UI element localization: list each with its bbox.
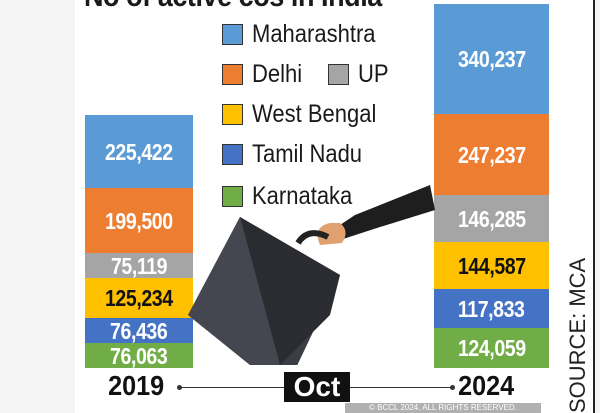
data-label: 199,500 xyxy=(105,207,173,234)
briefcase-illustration xyxy=(188,185,435,365)
chart-title: No of active cos in India xyxy=(84,0,382,14)
category-label-2024: 2024 xyxy=(458,370,515,401)
bar-segment-karnataka-2024: 124,059 xyxy=(434,327,549,368)
border-line xyxy=(593,0,595,413)
legend-swatch xyxy=(222,144,243,165)
bar-segment-karnataka-2019: 76,063 xyxy=(85,343,193,368)
data-label: 76,063 xyxy=(110,343,168,368)
legend-swatch xyxy=(222,104,243,125)
legend-up: UP xyxy=(328,60,393,89)
legend-karnataka: Karnataka xyxy=(222,182,366,211)
source-label: SOURCE: MCA xyxy=(565,257,590,413)
legend-swatch xyxy=(222,186,243,207)
data-label: 124,059 xyxy=(457,334,526,361)
timeline-dot xyxy=(450,385,455,390)
bar-segment-delhi-2024: 247,237 xyxy=(434,114,549,195)
data-label: 340,237 xyxy=(457,46,526,73)
data-label: 146,285 xyxy=(457,205,526,232)
legend-delhi: Delhi xyxy=(222,60,309,89)
data-label: 144,587 xyxy=(457,252,526,279)
legend-maharashtra: Maharashtra xyxy=(222,20,392,49)
bar-segment-up-2019: 75,119 xyxy=(85,253,193,278)
data-label: 75,119 xyxy=(110,253,168,278)
legend-swatch xyxy=(222,64,243,85)
legend-tamil-nadu: Tamil Nadu xyxy=(222,140,377,169)
bar-segment-delhi-2019: 199,500 xyxy=(85,188,193,254)
data-label: 125,234 xyxy=(105,285,173,312)
data-label: 225,422 xyxy=(105,138,173,165)
category-label-2019: 2019 xyxy=(108,370,165,401)
timeline-dot xyxy=(177,385,182,390)
bar-segment-west-bengal-2019: 125,234 xyxy=(85,277,193,319)
data-label: 117,833 xyxy=(458,295,525,322)
month-label: Oct xyxy=(284,372,350,402)
legend-swatch xyxy=(222,24,243,45)
bar-segment-up-2024: 146,285 xyxy=(434,194,549,243)
data-label: 247,237 xyxy=(457,141,526,168)
bar-segment-maharashtra-2019: 225,422 xyxy=(85,115,193,189)
copyright-watermark: © BCCL 2024. ALL RIGHTS RESERVED. xyxy=(345,403,541,413)
data-label: 76,436 xyxy=(110,318,168,344)
legend-swatch xyxy=(328,64,349,85)
bar-segment-west-bengal-2024: 144,587 xyxy=(434,242,549,290)
legend-west-bengal: West Bengal xyxy=(222,100,393,129)
bar-segment-tamil-nadu-2019: 76,436 xyxy=(85,318,193,344)
bar-segment-maharashtra-2024: 340,237 xyxy=(434,3,549,115)
bar-segment-tamil-nadu-2024: 117,833 xyxy=(434,289,549,328)
